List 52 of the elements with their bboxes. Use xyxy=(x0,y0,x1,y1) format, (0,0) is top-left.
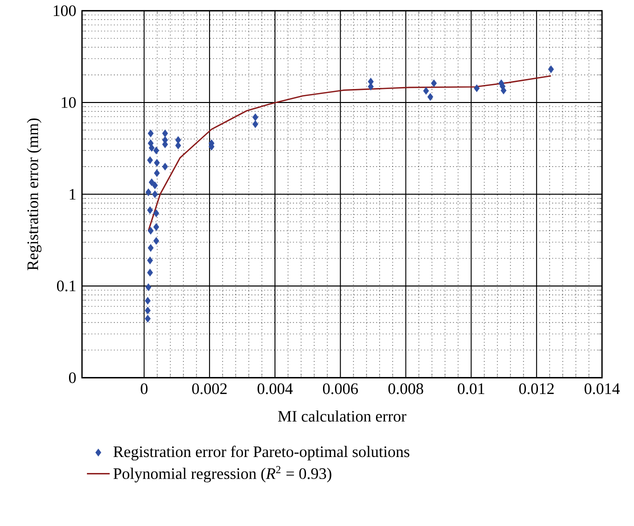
y-tick-label: 10 xyxy=(62,97,76,108)
point xyxy=(153,146,160,154)
point xyxy=(148,244,154,252)
point xyxy=(144,297,151,305)
y-tick-label: 0 xyxy=(69,372,76,384)
x-tick-label: 0.014 xyxy=(584,383,620,394)
point xyxy=(147,156,153,164)
point xyxy=(175,142,182,150)
x-tick-label: 0.01 xyxy=(458,383,484,394)
point xyxy=(147,206,153,214)
point xyxy=(162,163,168,170)
point xyxy=(148,144,155,152)
point xyxy=(144,315,151,323)
point xyxy=(500,86,506,94)
point xyxy=(144,306,151,314)
point xyxy=(153,210,160,218)
point xyxy=(252,120,258,128)
x-tick-label: 0.002 xyxy=(192,383,227,394)
point xyxy=(431,80,437,88)
x-tick-label: 0.006 xyxy=(322,383,358,394)
point xyxy=(427,93,434,101)
legend-label: Registration error for Pareto-optimal solutions xyxy=(113,446,410,461)
point xyxy=(148,178,155,186)
point xyxy=(154,169,160,177)
x-tick-label: 0.008 xyxy=(388,383,424,394)
y-tick-label: 1 xyxy=(70,189,76,200)
point xyxy=(154,159,160,167)
point xyxy=(368,83,374,90)
y-axis-title: Registration error (mm) xyxy=(26,118,42,270)
point xyxy=(252,114,258,122)
y-tick-label: 100 xyxy=(54,5,76,16)
x-tick-label: 0 xyxy=(140,383,148,394)
x-tick-label: 0.004 xyxy=(258,383,293,394)
point xyxy=(152,190,158,198)
x-axis-title: MI calculation error xyxy=(278,410,406,422)
point xyxy=(175,136,182,144)
legend-label: Polynomial regression (R$^{2}$ = 0.93) xyxy=(113,466,332,482)
point xyxy=(147,256,153,264)
point xyxy=(153,237,160,245)
point xyxy=(146,188,152,196)
point xyxy=(153,223,160,231)
point xyxy=(148,227,154,235)
x-tick-label: 0.012 xyxy=(519,383,554,394)
point xyxy=(152,182,158,190)
point xyxy=(474,84,480,92)
point xyxy=(148,130,154,138)
point xyxy=(162,130,168,138)
point xyxy=(147,268,153,276)
point xyxy=(548,66,554,74)
y-tick-label: 0.1 xyxy=(57,280,76,292)
point xyxy=(146,284,152,292)
point xyxy=(423,87,429,95)
